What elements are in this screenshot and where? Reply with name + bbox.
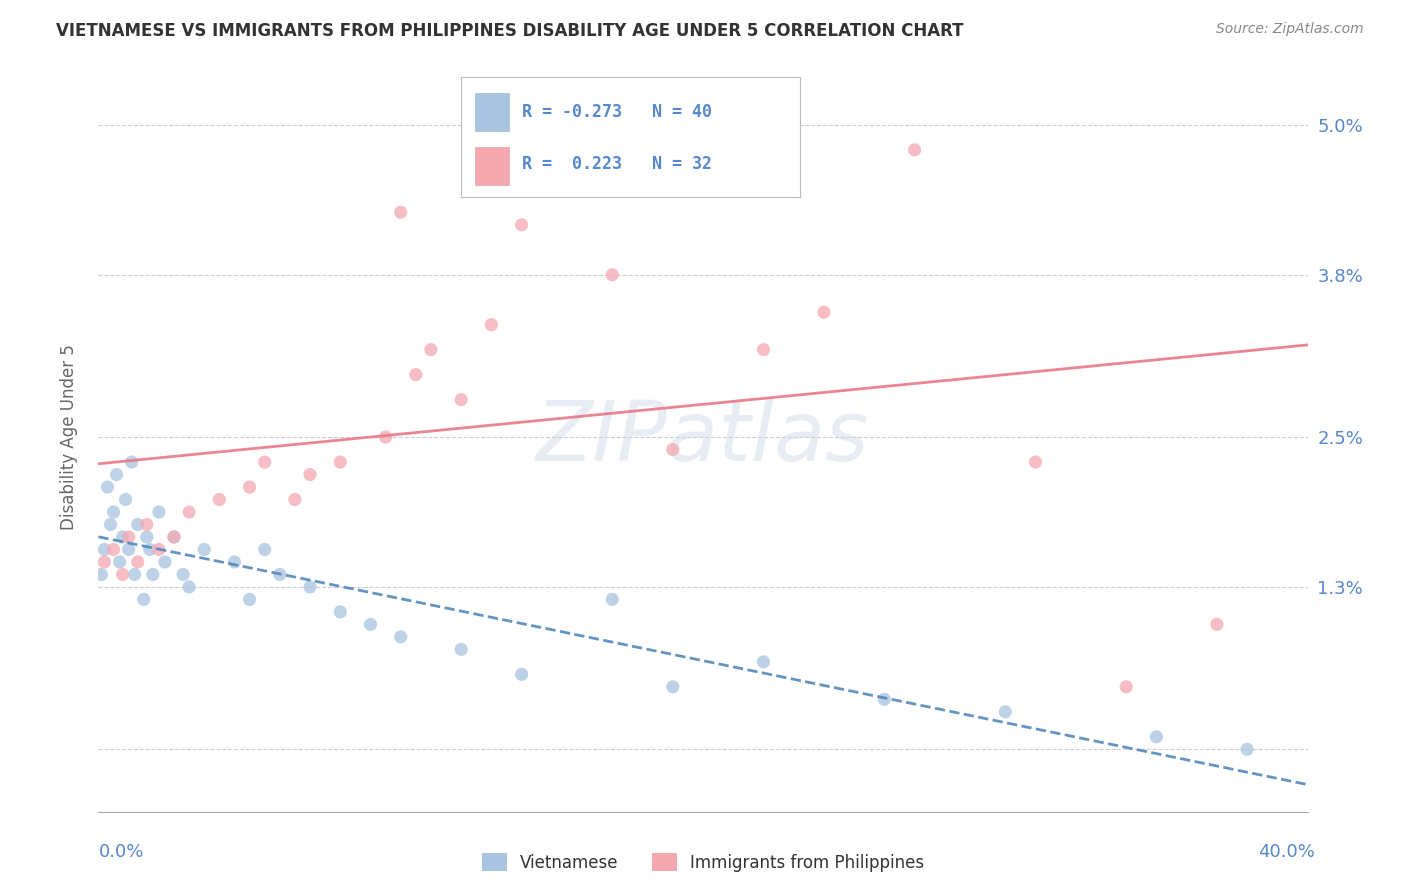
Point [100, 517, 122, 532]
Text: ZIPatlas: ZIPatlas [536, 397, 870, 477]
Legend: Vietnamese, Immigrants from Philippines: Vietnamese, Immigrants from Philippines [475, 847, 931, 879]
Point [139, 542, 162, 557]
Point [239, 592, 262, 607]
Text: 0.0%: 0.0% [98, 843, 143, 861]
Point [510, 667, 533, 681]
Point [873, 692, 896, 706]
Point [299, 467, 322, 482]
Point [127, 555, 149, 569]
Point [163, 530, 186, 544]
Point [284, 492, 307, 507]
Point [1206, 617, 1229, 632]
Point [142, 567, 165, 582]
Point [121, 455, 143, 469]
Point [93, 555, 115, 569]
Point [904, 143, 927, 157]
Point [1024, 455, 1046, 469]
Point [163, 530, 186, 544]
Text: VIETNAMESE VS IMMIGRANTS FROM PHILIPPINES DISABILITY AGE UNDER 5 CORRELATION CHA: VIETNAMESE VS IMMIGRANTS FROM PHILIPPINE… [56, 22, 963, 40]
Point [132, 592, 155, 607]
Point [602, 592, 624, 607]
Point [135, 530, 157, 544]
Point [602, 268, 624, 282]
Point [124, 567, 146, 582]
Point [813, 305, 835, 319]
Point [193, 542, 215, 557]
Point [752, 655, 775, 669]
Point [179, 505, 201, 519]
Y-axis label: Disability Age Under 5: Disability Age Under 5 [59, 344, 77, 530]
Point [239, 480, 262, 494]
Text: Source: ZipAtlas.com: Source: ZipAtlas.com [1216, 22, 1364, 37]
Point [153, 555, 176, 569]
Point [253, 455, 276, 469]
Point [118, 530, 141, 544]
Point [329, 455, 352, 469]
Point [253, 542, 276, 557]
Point [208, 492, 231, 507]
Point [105, 467, 128, 482]
Point [661, 442, 683, 457]
Point [224, 555, 246, 569]
Point [103, 505, 125, 519]
Point [127, 517, 149, 532]
Point [90, 567, 112, 582]
Point [389, 630, 412, 644]
Point [148, 542, 170, 557]
Point [135, 517, 157, 532]
Point [994, 705, 1017, 719]
Point [465, 130, 488, 145]
Point [111, 530, 134, 544]
Point [96, 480, 118, 494]
Point [111, 567, 134, 582]
Text: 40.0%: 40.0% [1258, 843, 1315, 861]
Point [1236, 742, 1258, 756]
Point [179, 580, 201, 594]
Point [540, 180, 562, 194]
Point [360, 617, 382, 632]
Point [389, 205, 412, 219]
Point [93, 542, 115, 557]
Point [481, 318, 503, 332]
Point [269, 567, 291, 582]
Point [108, 555, 131, 569]
Point [374, 430, 396, 444]
Point [118, 542, 141, 557]
Point [450, 392, 472, 407]
Point [661, 680, 683, 694]
Point [172, 567, 194, 582]
Point [1115, 680, 1137, 694]
Point [329, 605, 352, 619]
Point [114, 492, 136, 507]
Point [299, 580, 322, 594]
Point [103, 542, 125, 557]
Point [420, 343, 443, 357]
Point [510, 218, 533, 232]
Point [450, 642, 472, 657]
Point [1146, 730, 1168, 744]
Point [148, 505, 170, 519]
Point [752, 343, 775, 357]
Point [405, 368, 427, 382]
